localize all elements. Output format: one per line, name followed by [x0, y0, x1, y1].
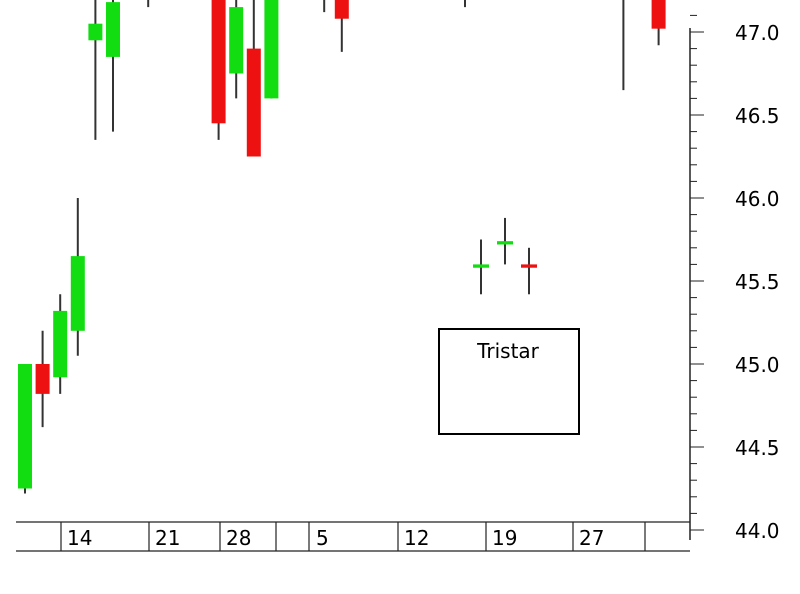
legend-candle-body — [497, 241, 513, 245]
candle-body — [651, 0, 666, 29]
x-tick-label: 14 — [67, 526, 92, 550]
candle-body — [70, 256, 85, 331]
y-tick-label: 46.0 — [735, 187, 780, 211]
y-tick-label: 46.5 — [735, 104, 780, 128]
candle-body — [106, 2, 120, 57]
y-tick-label: 44.5 — [735, 436, 780, 460]
x-tick-label: 12 — [404, 526, 429, 550]
legend-title: Tristar — [476, 339, 540, 363]
candles-group — [18, 0, 666, 494]
axes-group: 44.044.545.045.546.046.547.047.548.048.5… — [16, 14, 780, 552]
candle-body — [18, 364, 32, 489]
legend-frame — [438, 328, 580, 435]
y-tick-label: 45.0 — [735, 353, 780, 377]
x-tick-label: 21 — [155, 526, 180, 550]
candle-body — [211, 0, 226, 124]
legend-candles — [473, 217, 537, 295]
x-tick-label: 27 — [579, 526, 604, 550]
candle-body — [334, 0, 349, 19]
candle-body — [264, 0, 279, 99]
x-tick-label: 19 — [492, 526, 517, 550]
candle-body — [246, 48, 261, 157]
candle-body — [53, 310, 68, 378]
x-tick-label: 28 — [226, 526, 251, 550]
candle-body — [229, 7, 244, 74]
y-tick-label: 45.5 — [735, 270, 780, 294]
candle-body — [35, 364, 50, 394]
y-tick-label: 47.0 — [735, 21, 780, 45]
candle-body — [88, 23, 103, 41]
y-tick-label: 44.0 — [735, 519, 780, 543]
x-tick-label: 5 — [316, 526, 329, 550]
legend-candle-body — [473, 264, 489, 268]
legend-candle-body — [521, 264, 537, 268]
legend-box: Tristar — [438, 217, 580, 435]
